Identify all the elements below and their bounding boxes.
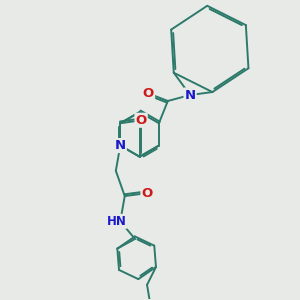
Text: O: O bbox=[136, 114, 147, 127]
Text: N: N bbox=[115, 139, 126, 152]
Text: O: O bbox=[143, 87, 154, 100]
Text: N: N bbox=[184, 88, 196, 101]
Text: O: O bbox=[141, 187, 153, 200]
Text: HN: HN bbox=[107, 215, 127, 228]
